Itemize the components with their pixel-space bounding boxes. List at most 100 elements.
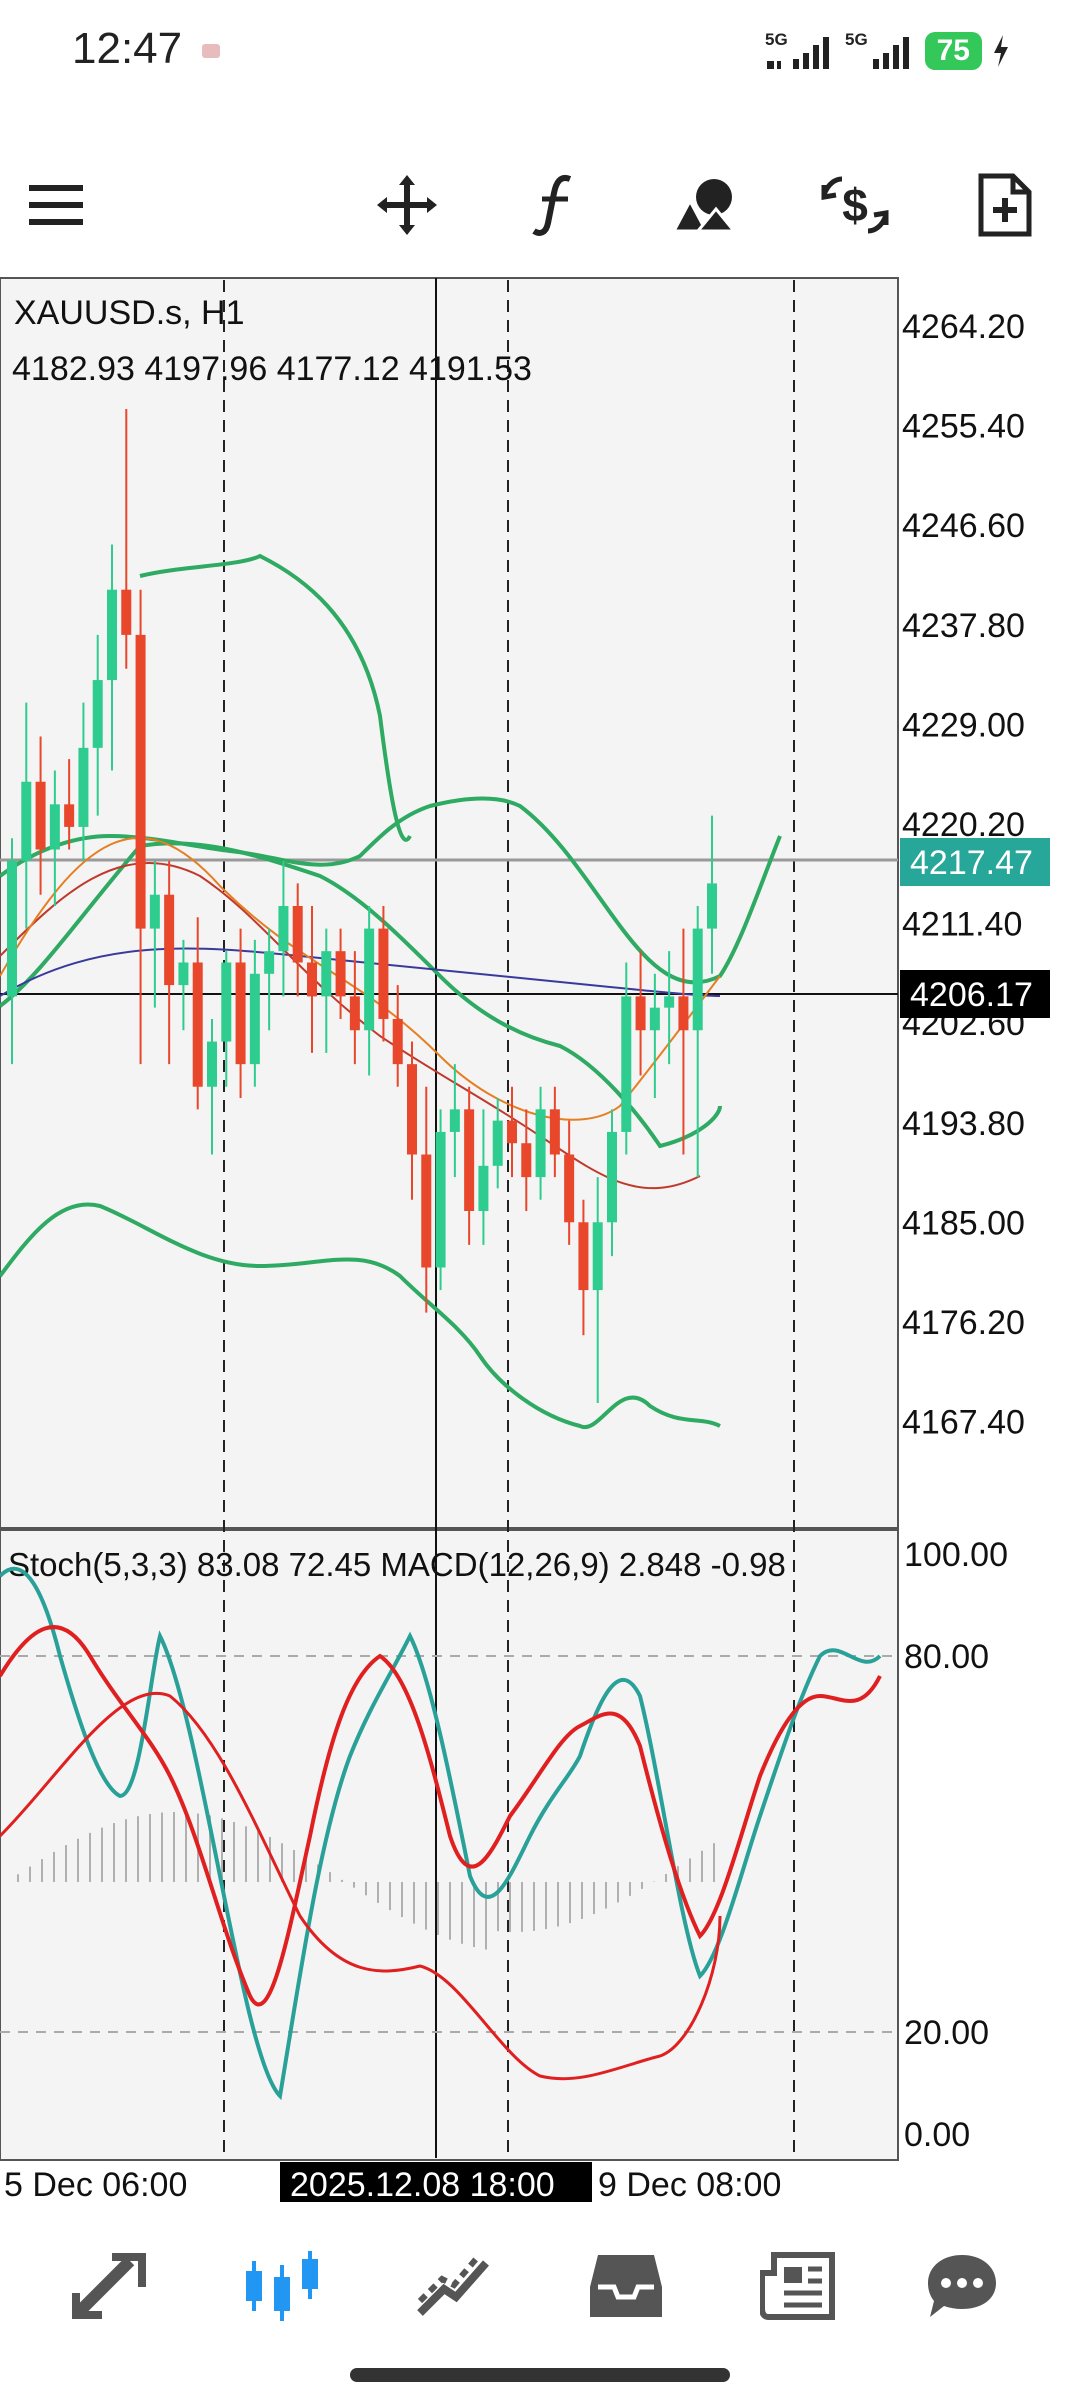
candles (7, 408, 717, 1404)
candle-body (164, 894, 175, 986)
candle-body (207, 1041, 217, 1087)
candle-body (121, 589, 132, 635)
candle-body (578, 1222, 589, 1291)
menu-button[interactable] (12, 160, 102, 250)
oscillator-pane (0, 1529, 899, 2161)
bid-label: 4217.47 (910, 844, 1033, 882)
candle-body (507, 1120, 517, 1144)
status-indicators: 5G 5G 75 (765, 26, 1010, 76)
price-axis-label: 4255.40 (902, 408, 1025, 446)
nav-news[interactable] (748, 2236, 848, 2336)
candle-body (192, 962, 203, 1087)
candle-body (607, 1131, 617, 1223)
candle-body (378, 928, 389, 1019)
main-pane (0, 277, 899, 1529)
stochastic-lines (0, 1566, 882, 2101)
candle-body (678, 996, 689, 1031)
nav-history[interactable] (576, 2236, 676, 2336)
candle-body (21, 781, 32, 861)
candle-body (264, 951, 275, 974)
candle-body (107, 589, 117, 681)
charging-icon (994, 35, 1008, 67)
indicator-label: Stoch(5,3,3) 83.08 72.45 MACD(12,26,9) 2… (8, 1546, 786, 1583)
candle-body (92, 680, 103, 748)
candle-body (649, 1007, 660, 1031)
trade-button[interactable]: $ (810, 160, 900, 250)
candle-body (492, 1120, 503, 1166)
notification-icon (202, 44, 220, 58)
candle-body (535, 1109, 546, 1178)
candle-body (635, 996, 646, 1031)
candle-body (249, 973, 260, 1065)
trade-chart-icon (417, 2257, 489, 2316)
signal-icon-2: 5G (845, 30, 909, 69)
osc-axis-80: 80.00 (904, 1638, 989, 1676)
nav-quotes[interactable] (60, 2236, 160, 2336)
news-icon (760, 2252, 835, 2320)
symbol-label: XAUUSD.s, H1 (14, 294, 245, 332)
crosshair-price-label: 4206.17 (910, 976, 1033, 1014)
candle-body (278, 906, 289, 952)
candle-body (521, 1143, 532, 1178)
chart-canvas[interactable]: XAUUSD.s, H1 4182.93 4197.96 4177.12 419… (0, 276, 1080, 2208)
objects-button[interactable] (660, 160, 750, 250)
osc-axis-0: 0.00 (904, 2116, 970, 2154)
bottom-navigation (0, 2216, 1080, 2356)
osc-axis-20: 20.00 (904, 2014, 989, 2052)
oscillator-levels (0, 1655, 898, 2033)
bid-label-bg (900, 838, 1050, 886)
battery-level: 75 (924, 32, 982, 70)
candle-body (592, 1222, 603, 1291)
trade-icon: $ (821, 176, 889, 234)
candle-body (664, 996, 675, 1008)
candle-body (435, 1131, 446, 1268)
quotes-icon (72, 2253, 146, 2319)
home-indicator[interactable] (350, 2368, 730, 2382)
candle-body (549, 1109, 560, 1155)
candle-body (321, 951, 332, 997)
candle-body (35, 781, 46, 850)
crosshair-label-bg (900, 970, 1050, 1018)
objects-icon (672, 179, 738, 233)
time-crosshair-label: 2025.12.08 18:00 (290, 2166, 555, 2202)
price-axis-label: 4237.80 (902, 607, 1025, 645)
candle-body (221, 962, 232, 1042)
candle-body (349, 996, 360, 1031)
macd-histogram (17, 1812, 715, 1950)
price-axis-label: 4246.60 (902, 507, 1025, 545)
chart-area[interactable]: XAUUSD.s, H1 4182.93 4197.96 4177.12 419… (0, 276, 1080, 2208)
price-axis-label: 4185.00 (902, 1204, 1025, 1242)
svg-text:$: $ (842, 179, 868, 231)
candle-body (464, 1109, 475, 1211)
inbox-icon (590, 2255, 662, 2317)
nav-messages[interactable] (912, 2236, 1012, 2336)
status-bar: 12:47 5G 5G 75 (0, 0, 1080, 110)
candle-body (149, 894, 160, 929)
network-label-1: 5G (765, 30, 788, 49)
candle-body (692, 928, 703, 1031)
status-time: 12:47 (72, 24, 183, 73)
candle-body (478, 1165, 489, 1211)
nav-chart[interactable] (232, 2236, 332, 2336)
price-axis-label: 4264.20 (902, 308, 1025, 346)
crosshair-button[interactable] (362, 160, 452, 250)
indicators-button[interactable] (510, 160, 600, 250)
candle-body (7, 860, 17, 997)
time-label-right: 9 Dec 08:00 (598, 2166, 781, 2202)
candle-body (307, 962, 317, 997)
nav-trade[interactable] (404, 2236, 504, 2336)
chart-toolbar: $ (0, 150, 1080, 250)
candle-body (621, 996, 632, 1132)
candle-body (407, 1064, 417, 1155)
candlestick-chart-icon (246, 2251, 318, 2321)
new-order-button[interactable] (960, 160, 1050, 250)
signal-icon: 5G (765, 30, 829, 69)
candle-body (49, 804, 60, 850)
price-axis: 4264.20 4255.40 4246.60 4237.80 4229.00 4220.… (902, 308, 1025, 1442)
candle-body (564, 1154, 575, 1223)
price-axis-label: 4220.20 (902, 806, 1025, 844)
candle-body (421, 1154, 432, 1268)
period-separators (223, 280, 795, 2158)
crosshair-move-icon (377, 175, 437, 235)
candle-body (292, 906, 303, 963)
